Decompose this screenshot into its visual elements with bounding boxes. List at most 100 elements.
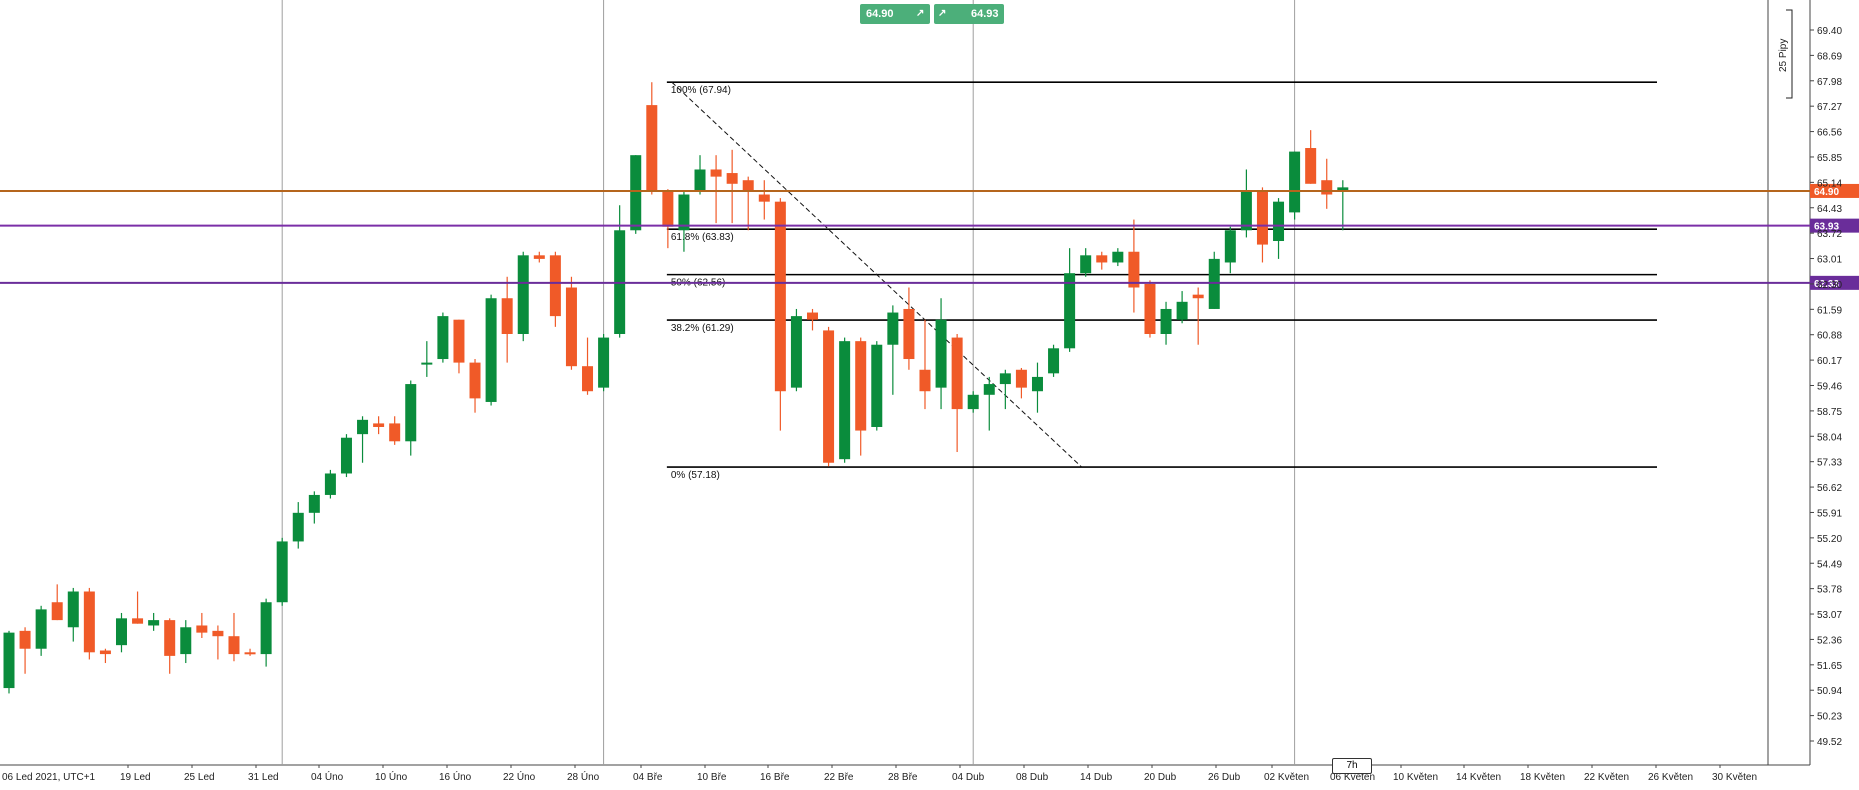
y-axis-tick-label: 55.20: [1817, 534, 1842, 545]
x-axis-tick-label: 26 Květen: [1648, 772, 1693, 783]
y-axis-tick-label: 54.49: [1817, 559, 1842, 570]
x-axis-tick-label: 28 Úno: [567, 770, 600, 783]
x-axis-tick-label: 18 Květen: [1520, 772, 1565, 783]
y-axis-tick-label: 63.01: [1817, 255, 1842, 266]
candle-body: [919, 369, 931, 392]
candle-body: [99, 650, 111, 655]
x-axis-tick-label: 26 Dub: [1208, 772, 1241, 783]
candle-body: [453, 319, 465, 363]
sell-price-button[interactable]: 64.90 ↗: [860, 4, 930, 24]
x-axis-tick-label: 16 Úno: [439, 770, 472, 783]
candle-body: [421, 362, 433, 365]
x-axis-tick-label: 16 Bře: [760, 772, 790, 783]
y-axis-tick-label: 66.56: [1817, 128, 1842, 139]
candle-body: [1160, 308, 1172, 334]
y-axis-tick-label: 50.23: [1817, 712, 1842, 723]
candle-body: [967, 394, 979, 410]
y-axis-tick-label: 55.91: [1817, 508, 1842, 519]
candle-body: [1337, 187, 1349, 191]
candle-body: [1176, 301, 1188, 320]
candle-body: [212, 630, 224, 637]
candles: [3, 82, 1349, 694]
sell-price-label: 64.90: [866, 8, 894, 20]
y-axis-tick-label: 63.72: [1817, 229, 1842, 240]
x-axis-tick-label: 10 Úno: [375, 770, 408, 783]
x-axis-tick-label: 04 Úno: [311, 770, 344, 783]
candle-body: [1048, 348, 1060, 374]
candle-body: [276, 541, 288, 603]
candle-body: [758, 194, 770, 202]
candle-body: [1305, 148, 1317, 184]
candle-body: [662, 190, 674, 227]
candle-body: [630, 155, 642, 231]
timeframe-badge[interactable]: 7h: [1332, 758, 1372, 774]
y-axis-tick-label: 65.14: [1817, 178, 1842, 189]
candle-body: [903, 308, 915, 360]
y-axis-tick-label: 68.69: [1817, 51, 1842, 62]
candle-body: [983, 384, 995, 395]
y-axis-tick-label: 51.65: [1817, 661, 1842, 672]
candle-body: [1064, 273, 1076, 349]
candle-body: [1273, 201, 1285, 242]
y-axis-tick-label: 60.88: [1817, 331, 1842, 342]
candle-body: [308, 494, 320, 513]
x-axis-tick-label: 08 Dub: [1016, 772, 1049, 783]
fibonacci-retracement: 100% (67.94)61.8% (63.83)50% (62.56)38.2…: [666, 81, 1657, 481]
candle-body: [405, 384, 417, 442]
y-axis-tick-label: 69.40: [1817, 26, 1842, 37]
candle-body: [855, 341, 867, 431]
y-axis-tick-label: 64.43: [1817, 204, 1842, 215]
candle-body: [67, 591, 79, 628]
fib-trendline: [671, 81, 1083, 468]
candle-body: [19, 630, 31, 649]
y-axis-tick-label: 62.30: [1817, 280, 1842, 291]
x-axis-tick-label: 22 Bře: [824, 772, 854, 783]
candle-body: [1112, 251, 1124, 263]
candle-body: [324, 473, 336, 495]
candle-body: [694, 169, 706, 191]
candle-body: [1031, 376, 1043, 392]
candle-body: [485, 298, 497, 402]
y-axis-tick-label: 60.17: [1817, 356, 1842, 367]
candle-body: [51, 602, 63, 621]
price-line-tag: [1810, 218, 1859, 233]
candle-body: [999, 373, 1011, 385]
buy-price-button[interactable]: ↗ 64.93: [934, 4, 1004, 24]
fib-level-label: 100% (67.94): [671, 85, 731, 96]
candle-body: [823, 330, 835, 463]
candle-body: [389, 423, 401, 442]
candle-body: [373, 423, 385, 427]
candle-body: [726, 173, 738, 184]
x-axis-tick-label: 02 Květen: [1264, 772, 1309, 783]
candle-body: [1256, 190, 1268, 245]
candle-body: [1096, 255, 1108, 263]
candle-body: [582, 366, 594, 392]
candle-body: [1321, 180, 1333, 195]
candle-body: [742, 180, 754, 191]
candle-body: [132, 618, 144, 624]
y-axis-tick-label: 49.52: [1817, 737, 1842, 748]
candle-body: [244, 652, 256, 655]
y-axis-tick-label: 61.59: [1817, 305, 1842, 316]
candle-body: [1192, 294, 1204, 299]
price-line-tag-label: 62.33: [1814, 279, 1839, 290]
x-axis-tick-label: 10 Květen: [1393, 772, 1438, 783]
x-axis-tick-label: 10 Bře: [697, 772, 727, 783]
candle-body: [790, 316, 802, 388]
pips-ruler-label: 25 Pipy: [1778, 38, 1789, 72]
x-axis-tick-label: 04 Bře: [633, 772, 663, 783]
arrow-up-right-icon: ↗: [916, 8, 925, 19]
candle-body: [710, 169, 722, 177]
candle-body: [1080, 255, 1092, 274]
y-axis-tick-label: 56.62: [1817, 483, 1842, 494]
x-axis-tick-label: 20 Dub: [1144, 772, 1177, 783]
y-axis-tick-label: 53.78: [1817, 585, 1842, 596]
fib-level-label: 38.2% (61.29): [671, 323, 734, 334]
y-axis-tick-label: 67.27: [1817, 102, 1842, 113]
candle-body: [340, 437, 352, 474]
candle-body: [598, 337, 610, 388]
y-axis-tick-label: 58.75: [1817, 407, 1842, 418]
price-line-tag-label: 63.93: [1814, 222, 1839, 233]
